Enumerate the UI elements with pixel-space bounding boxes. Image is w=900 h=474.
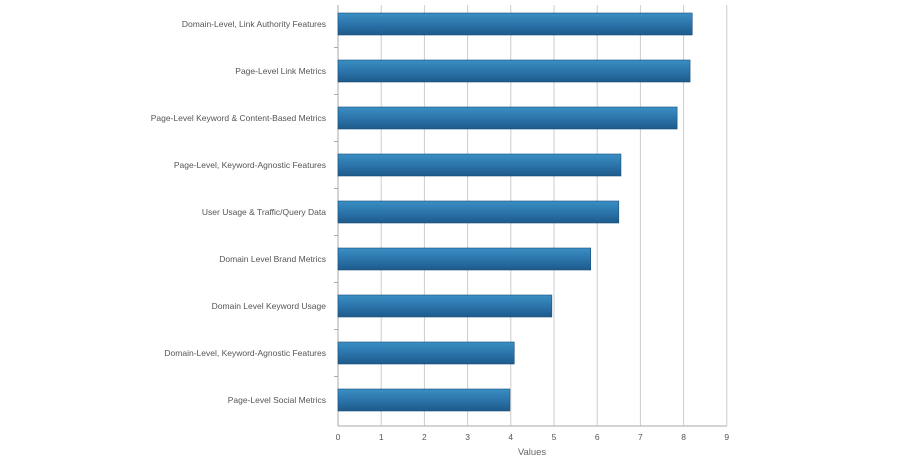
category-label: Domain Level Keyword Usage (212, 301, 327, 311)
x-tick-label: 8 (681, 432, 686, 442)
category-label: User Usage & Traffic/Query Data (202, 207, 326, 217)
bar[interactable] (337, 341, 515, 365)
x-axis-title: Values (518, 447, 547, 458)
x-tick-label: 2 (422, 432, 427, 442)
category-label: Page-Level Keyword & Content-Based Metri… (151, 113, 326, 123)
bar[interactable] (337, 106, 678, 130)
bar[interactable] (337, 294, 553, 318)
bar[interactable] (337, 59, 691, 83)
bar[interactable] (337, 388, 511, 412)
category-label: Domain-Level, Link Authority Features (182, 19, 326, 29)
x-tick-label: 9 (724, 432, 729, 442)
category-label: Domain-Level, Keyword-Agnostic Features (164, 348, 326, 358)
category-label: Page-Level, Keyword-Agnostic Features (174, 160, 326, 170)
category-labels: Domain-Level, Link Authority Features Pag… (151, 19, 327, 405)
x-tick-label: 7 (638, 432, 643, 442)
bar[interactable] (337, 247, 592, 271)
bar[interactable] (337, 12, 693, 36)
x-tick-label: 0 (336, 432, 341, 442)
x-tick-label: 6 (595, 432, 600, 442)
bar[interactable] (337, 153, 622, 177)
x-tick-label: 3 (465, 432, 470, 442)
category-label: Page-Level Social Metrics (228, 395, 326, 405)
x-axis-ticks: 0 1 2 3 4 5 6 7 8 9 (336, 432, 730, 442)
bar[interactable] (337, 200, 620, 224)
bars (337, 12, 693, 412)
x-tick-label: 1 (379, 432, 384, 442)
x-tick-label: 5 (552, 432, 557, 442)
category-label: Page-Level Link Metrics (235, 66, 326, 76)
x-tick-label: 4 (508, 432, 513, 442)
category-label: Domain Level Brand Metrics (219, 254, 326, 264)
